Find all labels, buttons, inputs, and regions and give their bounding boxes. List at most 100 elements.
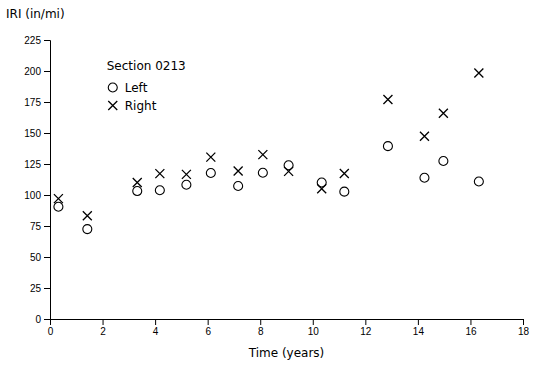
- point: [54, 194, 63, 203]
- legend: Left Right: [108, 81, 156, 113]
- x-tick-label: 6: [205, 326, 211, 337]
- x-tick: 2: [100, 319, 106, 337]
- series: [54, 142, 483, 234]
- point: [474, 69, 483, 78]
- x-tick: 8: [258, 319, 264, 337]
- y-tick-label: 75: [30, 221, 42, 232]
- x-tick-label: 18: [518, 326, 530, 337]
- y-tick-mark: [44, 319, 50, 320]
- point: [258, 150, 267, 159]
- x-tick-mark: [103, 319, 104, 325]
- point: [133, 178, 142, 187]
- point: [234, 181, 243, 190]
- y-tick: 200: [24, 66, 50, 77]
- point: [317, 184, 326, 193]
- y-tick-label: 125: [24, 159, 41, 170]
- x-tick: 12: [360, 319, 372, 337]
- y-tick-label: 100: [24, 190, 41, 201]
- point: [155, 186, 164, 195]
- y-tick-mark: [44, 71, 50, 72]
- y-tick: 175: [24, 97, 50, 108]
- point: [54, 202, 63, 211]
- x-tick-label: 16: [465, 326, 477, 337]
- x-tick-mark: [470, 319, 471, 325]
- annotation: Section 0213: [107, 59, 186, 73]
- x-tick-label: 10: [308, 326, 320, 337]
- point: [420, 173, 429, 182]
- x-tick-mark: [155, 319, 156, 325]
- points: [54, 69, 483, 234]
- legend-item: Left: [108, 81, 147, 95]
- y-tick: 125: [24, 159, 50, 170]
- point: [383, 95, 392, 104]
- point: [83, 211, 92, 220]
- point: [439, 156, 448, 165]
- y-tick-mark: [44, 288, 50, 289]
- point: [284, 167, 293, 176]
- y-tick-label: 175: [24, 97, 41, 108]
- y-tick-mark: [44, 164, 50, 165]
- y-tick-label: 225: [24, 35, 41, 46]
- point: [206, 153, 215, 162]
- point: [439, 109, 448, 118]
- y-axis-title: IRI (in/mi): [6, 7, 65, 21]
- x-tick: 4: [153, 319, 159, 337]
- y-tick-mark: [44, 257, 50, 258]
- point: [420, 132, 429, 141]
- legend-symbol: [108, 101, 117, 110]
- point: [340, 187, 349, 196]
- series: [54, 69, 483, 221]
- y-tick: 225: [24, 35, 50, 46]
- y-tick: 150: [24, 128, 50, 139]
- x-tick-label: 2: [100, 326, 106, 337]
- point: [83, 225, 92, 234]
- point: [258, 168, 267, 177]
- point: [133, 187, 142, 196]
- x-tick: 18: [518, 319, 530, 337]
- chart: 0 2 4 6 8 10 12 14 16 18 0 25 50 75 100 125 150 175 200 225…: [0, 0, 541, 365]
- point: [383, 142, 392, 151]
- y-tick: 100: [24, 190, 50, 201]
- x-tick-mark: [260, 319, 261, 325]
- y-tick-label: 150: [24, 128, 41, 139]
- x-axis-title: Time (years): [248, 346, 325, 360]
- y-tick-mark: [44, 133, 50, 134]
- point: [155, 169, 164, 178]
- y-axis-line: [44, 41, 51, 320]
- point: [340, 169, 349, 178]
- point: [234, 167, 243, 176]
- y-tick: 75: [30, 221, 50, 232]
- x-tick: 16: [465, 319, 477, 337]
- y-tick-mark: [44, 195, 50, 196]
- x-tick-label: 14: [413, 326, 425, 337]
- y-tick-label: 50: [30, 252, 42, 263]
- point: [474, 177, 483, 186]
- x-tick: 6: [205, 319, 211, 337]
- x-tick-mark: [365, 319, 366, 325]
- x-tick: 0: [48, 319, 54, 337]
- x-tick-label: 12: [360, 326, 372, 337]
- y-tick-label: 25: [30, 283, 42, 294]
- x-tick-label: 0: [48, 326, 54, 337]
- y-tick-label: 0: [35, 314, 41, 325]
- x-tick-mark: [523, 319, 524, 325]
- legend-item: Right: [108, 99, 156, 113]
- y-tick-mark: [44, 40, 50, 41]
- y-tick: 50: [30, 252, 50, 263]
- x-tick-mark: [313, 319, 314, 325]
- x-tick-mark: [208, 319, 209, 325]
- legend-label: Right: [125, 99, 157, 113]
- plot: 0 2 4 6 8 10 12 14 16 18 0 25 50 75 100 125 150 175 200 225…: [24, 35, 529, 337]
- x-tick: 10: [308, 319, 320, 337]
- x-tick: 14: [413, 319, 425, 337]
- y-tick: 0: [35, 314, 50, 325]
- y-axis: 0 25 50 75 100 125 150 175 200 225: [24, 35, 50, 325]
- x-tick-label: 4: [153, 326, 159, 337]
- legend-label: Left: [125, 81, 148, 95]
- y-tick-label: 200: [24, 66, 41, 77]
- y-tick: 25: [30, 283, 50, 294]
- point: [182, 170, 191, 179]
- x-axis: 0 2 4 6 8 10 12 14 16 18: [48, 319, 530, 337]
- point: [206, 168, 215, 177]
- x-tick-mark: [418, 319, 419, 325]
